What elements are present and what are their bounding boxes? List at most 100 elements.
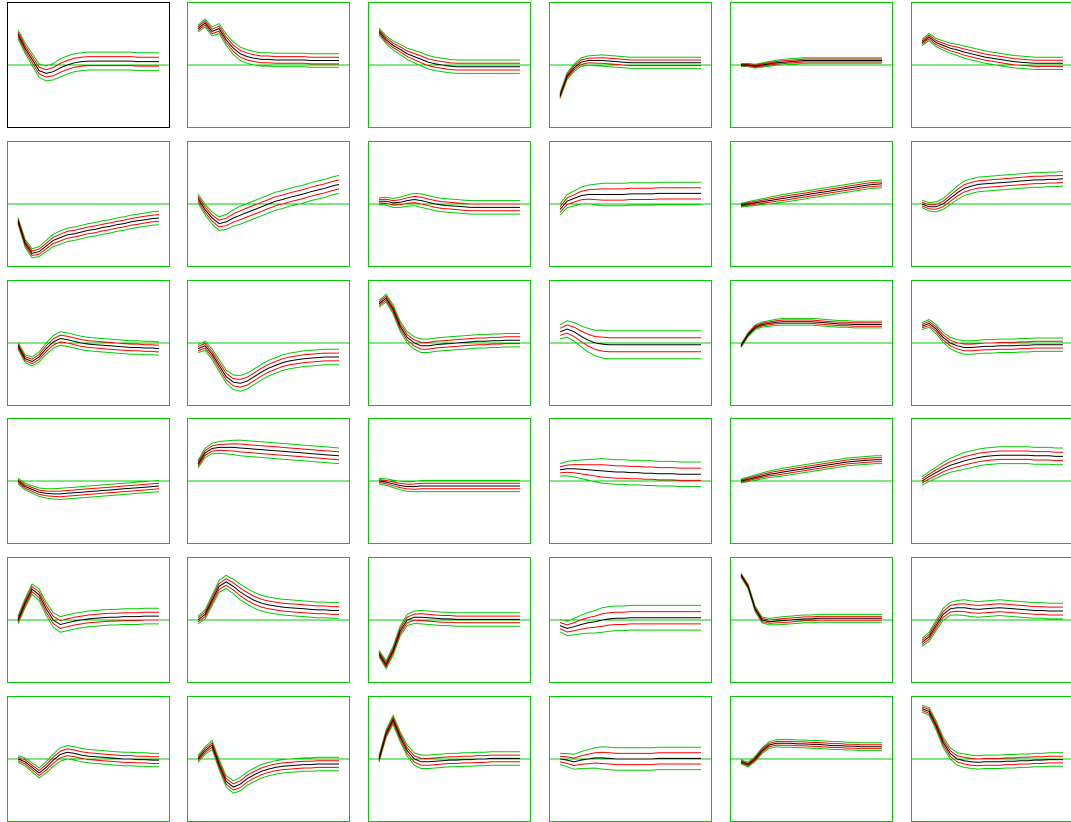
panel-plot xyxy=(550,604,711,637)
outer-lower-band xyxy=(378,723,520,769)
outer-upper-band xyxy=(17,331,160,358)
inner-upper-band xyxy=(197,443,340,463)
panel-3-4 xyxy=(549,280,712,406)
panel-plot xyxy=(188,574,349,625)
outer-lower-band xyxy=(17,758,159,779)
panel-6-4 xyxy=(549,696,712,822)
panel-plot xyxy=(369,192,530,215)
inner-upper-band xyxy=(378,295,520,343)
outer-upper-band xyxy=(378,609,520,662)
outer-lower-band xyxy=(378,483,520,493)
outer-lower-band xyxy=(740,576,882,626)
inner-lower-band xyxy=(921,709,1063,767)
outer-lower-band xyxy=(17,593,159,633)
panel-1-5 xyxy=(730,2,893,128)
inner-upper-band xyxy=(559,611,701,626)
inner-lower-band xyxy=(378,299,520,350)
outer-upper-band xyxy=(921,446,1063,478)
inner-lower-band xyxy=(197,188,340,228)
inner-lower-band xyxy=(197,449,340,467)
median-line xyxy=(197,345,339,384)
inner-lower-band xyxy=(17,591,159,629)
outer-lower-band xyxy=(378,301,520,353)
inner-upper-band xyxy=(378,716,520,759)
inner-upper-band xyxy=(921,34,1063,61)
outer-upper-band xyxy=(17,210,160,250)
panel-4-6 xyxy=(911,418,1071,544)
inner-lower-band xyxy=(921,38,1063,67)
panel-5-6 xyxy=(911,557,1071,683)
inner-upper-band xyxy=(740,319,882,346)
outer-lower-band xyxy=(740,746,882,768)
median-line xyxy=(740,321,882,347)
inner-upper-band xyxy=(17,31,159,71)
inner-lower-band xyxy=(559,332,701,353)
inner-upper-band xyxy=(740,457,882,481)
panel-3-2 xyxy=(187,280,350,406)
outer-lower-band xyxy=(378,34,520,74)
panel-plot xyxy=(912,171,1071,213)
panel-plot xyxy=(369,714,530,769)
panel-plot xyxy=(8,583,169,633)
inner-lower-band xyxy=(559,471,701,481)
median-line xyxy=(378,31,520,68)
inner-lower-band xyxy=(740,322,882,347)
outer-lower-band xyxy=(740,324,882,348)
median-line xyxy=(741,60,882,67)
panel-plot xyxy=(8,203,169,259)
outer-upper-band xyxy=(559,458,701,465)
panel-1-4 xyxy=(549,2,712,128)
panel-2-3 xyxy=(368,141,531,267)
inner-lower-band xyxy=(559,761,701,767)
panel-plot xyxy=(369,477,530,493)
inner-upper-band xyxy=(17,748,159,772)
outer-lower-band xyxy=(197,452,340,469)
panel-plot xyxy=(8,331,169,367)
panel-plot xyxy=(550,54,711,99)
inner-upper-band xyxy=(559,57,701,95)
panel-plot xyxy=(188,18,349,68)
panel-4-4 xyxy=(549,418,712,544)
panel-2-2 xyxy=(187,141,350,267)
outer-upper-band xyxy=(378,293,520,340)
median-line xyxy=(740,459,882,482)
inner-upper-band xyxy=(921,706,1063,760)
inner-upper-band xyxy=(921,174,1064,206)
inner-lower-band xyxy=(378,481,520,490)
outer-upper-band xyxy=(559,320,701,332)
median-line xyxy=(17,480,160,495)
panel-plot xyxy=(369,27,530,74)
outer-upper-band xyxy=(378,477,520,483)
inner-lower-band xyxy=(921,324,1063,352)
outer-lower-band xyxy=(559,203,701,216)
outer-lower-band xyxy=(921,614,1063,647)
panel-plot xyxy=(550,458,711,488)
outer-lower-band xyxy=(559,764,701,771)
panel-3-1 xyxy=(7,280,170,406)
median-line xyxy=(740,574,882,623)
panel-plot xyxy=(188,739,349,794)
panel-plot xyxy=(550,320,711,360)
panel-4-2 xyxy=(187,418,350,544)
outer-lower-band xyxy=(921,185,1064,213)
inner-lower-band xyxy=(740,461,882,483)
outer-upper-band xyxy=(378,27,520,61)
outer-lower-band xyxy=(17,344,160,367)
panel-plot xyxy=(731,572,892,626)
inner-lower-band xyxy=(378,619,520,668)
panel-2-4 xyxy=(549,141,712,267)
median-line xyxy=(197,446,340,465)
panel-5-2 xyxy=(187,557,350,683)
outer-upper-band xyxy=(378,192,520,202)
outer-lower-band xyxy=(740,187,883,208)
panel-plot xyxy=(550,746,711,771)
outer-upper-band xyxy=(197,18,339,55)
outer-upper-band xyxy=(740,738,882,763)
inner-lower-band xyxy=(17,755,159,777)
inner-lower-band xyxy=(17,36,159,78)
inner-lower-band xyxy=(921,181,1064,210)
median-line xyxy=(379,198,520,208)
inner-lower-band xyxy=(559,198,701,213)
outer-lower-band xyxy=(921,711,1063,770)
outer-lower-band xyxy=(559,629,701,637)
